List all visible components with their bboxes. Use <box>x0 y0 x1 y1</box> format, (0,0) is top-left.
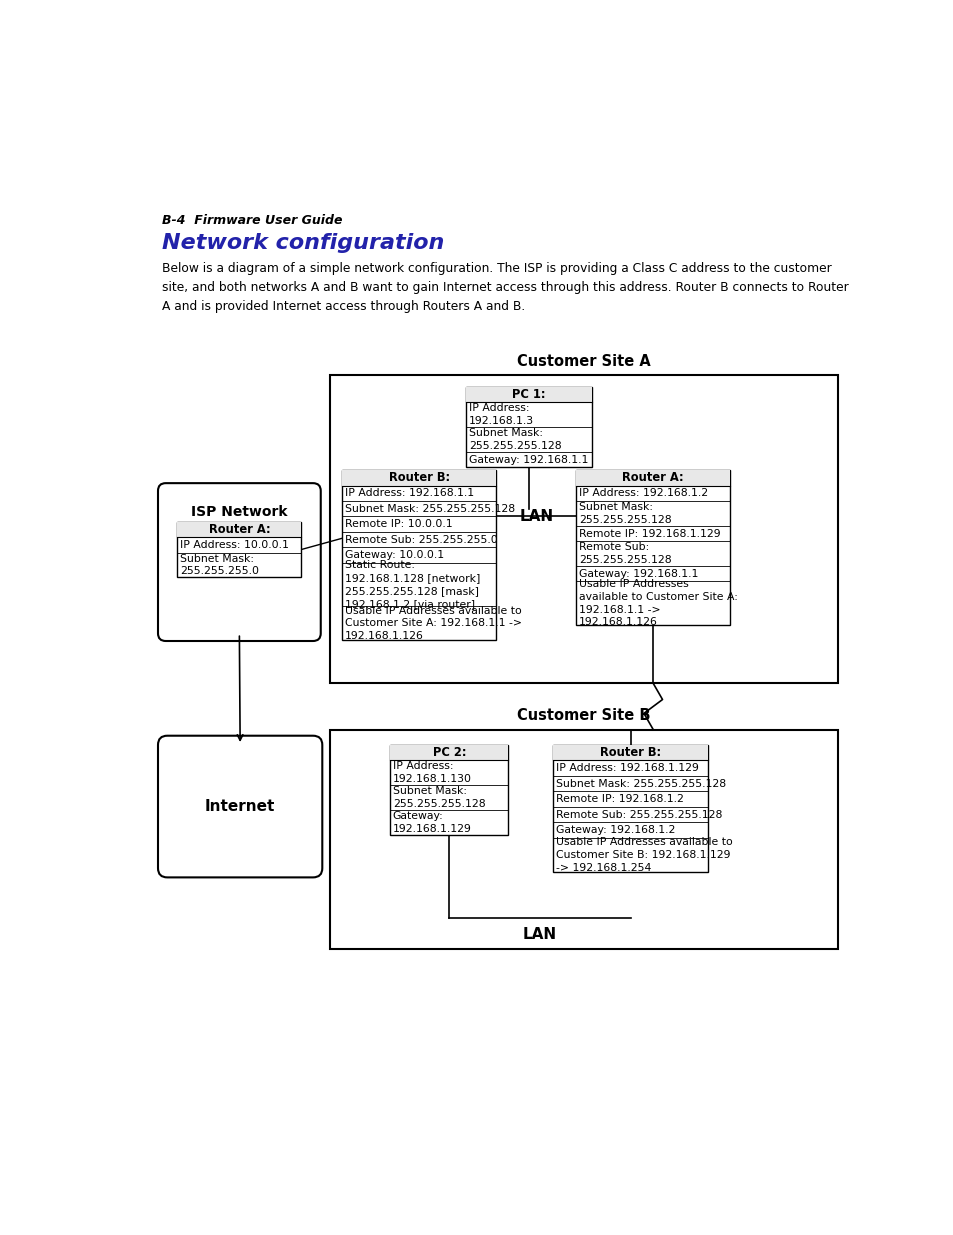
Text: Router A:: Router A: <box>209 522 270 536</box>
Bar <box>553 745 707 761</box>
Text: ISP Network: ISP Network <box>191 505 287 519</box>
Text: Customer Site B: Customer Site B <box>517 709 650 724</box>
Bar <box>177 521 301 578</box>
Text: IP Address: 10.0.0.1: IP Address: 10.0.0.1 <box>179 540 288 550</box>
Text: LAN: LAN <box>518 509 553 524</box>
Text: Usable IP Addresses
available to Customer Site A:
192.168.1.1 ->
192.168.1.126: Usable IP Addresses available to Custome… <box>578 579 737 627</box>
Bar <box>330 375 837 683</box>
Text: Subnet Mask:
255.255.255.128: Subnet Mask: 255.255.255.128 <box>468 429 560 451</box>
Text: Router A:: Router A: <box>621 472 683 484</box>
Text: IP Address: 192.168.1.129: IP Address: 192.168.1.129 <box>555 763 698 773</box>
Text: Gateway: 192.168.1.1: Gateway: 192.168.1.1 <box>468 454 588 464</box>
Text: PC 1:: PC 1: <box>512 388 545 401</box>
Text: Subnet Mask: 255.255.255.128: Subnet Mask: 255.255.255.128 <box>344 504 515 514</box>
Text: Router B:: Router B: <box>599 746 660 760</box>
Bar <box>466 387 592 403</box>
Text: Remote Sub:
255.255.255.128: Remote Sub: 255.255.255.128 <box>578 542 671 566</box>
Text: LAN: LAN <box>522 927 557 942</box>
Text: Subnet Mask: 255.255.255.128: Subnet Mask: 255.255.255.128 <box>555 778 725 789</box>
Text: PC 2:: PC 2: <box>433 746 466 760</box>
Text: Remote IP: 192.168.1.129: Remote IP: 192.168.1.129 <box>578 529 720 538</box>
Text: Internet: Internet <box>205 799 275 814</box>
Bar <box>576 471 729 485</box>
Text: Below is a diagram of a simple network configuration. The ISP is providing a Cla: Below is a diagram of a simple network c… <box>162 262 848 314</box>
Text: Remote Sub: 255.255.255.128: Remote Sub: 255.255.255.128 <box>555 810 721 820</box>
Text: IP Address: 192.168.1.1: IP Address: 192.168.1.1 <box>344 488 474 498</box>
Bar <box>342 471 496 641</box>
Text: Remote Sub: 255.255.255.0: Remote Sub: 255.255.255.0 <box>344 535 497 545</box>
FancyBboxPatch shape <box>158 736 322 877</box>
Bar <box>177 521 301 537</box>
Text: Subnet Mask:
255.255.255.128: Subnet Mask: 255.255.255.128 <box>393 787 485 809</box>
Text: Usable IP Addresses available to
Customer Site B: 192.168.1.129
-> 192.168.1.254: Usable IP Addresses available to Custome… <box>555 837 732 873</box>
Text: Usable IP Addresses available to
Customer Site A: 192.168.1.1 ->
192.168.1.126: Usable IP Addresses available to Custome… <box>344 605 521 641</box>
Bar <box>330 730 837 948</box>
Bar <box>390 745 508 761</box>
Text: Remote IP: 192.168.1.2: Remote IP: 192.168.1.2 <box>555 794 682 804</box>
Text: Customer Site A: Customer Site A <box>517 354 650 369</box>
Text: IP Address:
192.168.1.3: IP Address: 192.168.1.3 <box>468 404 534 426</box>
Text: Subnet Mask:
255.255.255.128: Subnet Mask: 255.255.255.128 <box>578 501 671 525</box>
Text: IP Address:
192.168.1.130: IP Address: 192.168.1.130 <box>393 762 472 784</box>
Bar <box>466 387 592 467</box>
Text: IP Address: 192.168.1.2: IP Address: 192.168.1.2 <box>578 488 707 498</box>
Text: Gateway: 192.168.1.1: Gateway: 192.168.1.1 <box>578 569 698 579</box>
Bar <box>576 471 729 625</box>
Bar <box>553 745 707 872</box>
Text: Static Route:
192.168.1.128 [network]
255.255.255.128 [mask]
192.168.1.2 [via ro: Static Route: 192.168.1.128 [network] 25… <box>344 561 479 609</box>
FancyBboxPatch shape <box>158 483 320 641</box>
Text: Remote IP: 10.0.0.1: Remote IP: 10.0.0.1 <box>344 519 452 530</box>
Bar <box>342 471 496 485</box>
Text: B-4  Firmware User Guide: B-4 Firmware User Guide <box>162 214 342 227</box>
Text: Gateway: 10.0.0.1: Gateway: 10.0.0.1 <box>344 550 443 561</box>
Text: Subnet Mask:
255.255.255.0: Subnet Mask: 255.255.255.0 <box>179 553 258 577</box>
Text: Gateway:
192.168.1.129: Gateway: 192.168.1.129 <box>393 811 471 834</box>
Bar <box>390 745 508 835</box>
Text: Gateway: 192.168.1.2: Gateway: 192.168.1.2 <box>555 825 674 835</box>
Text: Network configuration: Network configuration <box>162 233 444 253</box>
Text: Router B:: Router B: <box>388 472 449 484</box>
